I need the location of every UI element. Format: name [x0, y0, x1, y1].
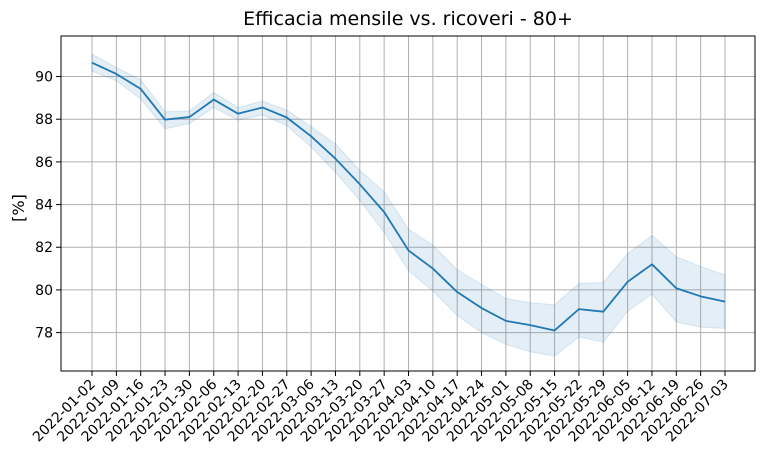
grid	[61, 36, 755, 371]
y-tick-label: 80	[35, 283, 53, 299]
y-tick-label: 78	[35, 326, 53, 342]
chart-title: Efficacia mensile vs. ricoveri - 80+	[243, 8, 573, 30]
series-line-group	[91, 61, 726, 332]
y-tick-label: 88	[35, 112, 53, 128]
y-tick-label: 84	[35, 198, 53, 214]
y-axis-label: [%]	[9, 194, 28, 222]
y-ticks: 78 80 82 84 86 88 90	[35, 70, 61, 342]
y-tick-label: 86	[35, 155, 53, 171]
confidence-band-area	[91, 53, 726, 357]
y-tick-label: 82	[35, 240, 53, 256]
confidence-band	[91, 53, 726, 357]
plot-frame	[60, 35, 756, 372]
x-ticks: 2022-01-022022-01-092022-01-162022-01-23…	[30, 371, 732, 445]
y-tick-label: 90	[35, 70, 53, 86]
